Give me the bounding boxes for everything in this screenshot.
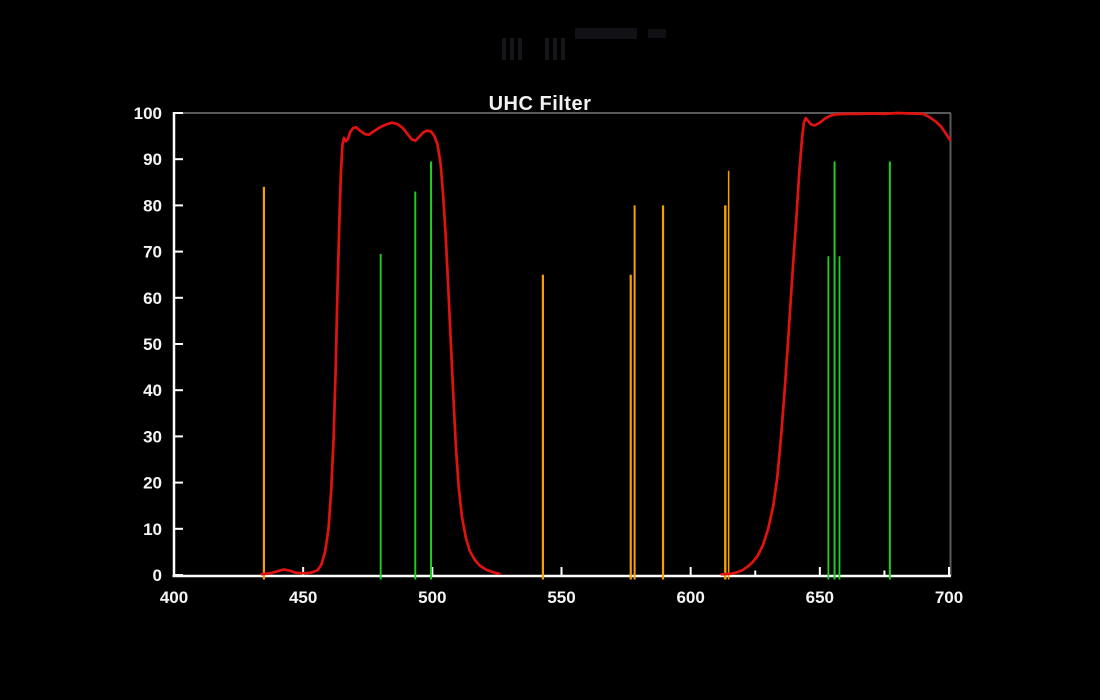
- y-tick-label: 90: [143, 150, 162, 169]
- ghost-bar: [510, 38, 514, 60]
- x-tick-label: 500: [418, 588, 446, 607]
- x-axis-ticks: [173, 567, 950, 576]
- ghost-smudge: [648, 29, 666, 38]
- ghost-bar: [518, 38, 522, 60]
- ghost-bar: [502, 38, 506, 60]
- y-axis-labels: 0 10 20 30 40 50 60 70 80 90 100: [134, 104, 162, 585]
- x-tick-label: 700: [935, 588, 963, 607]
- y-tick-label: 80: [143, 196, 162, 215]
- x-tick-label: 550: [547, 588, 575, 607]
- y-tick-label: 20: [143, 474, 162, 493]
- y-tick-label: 70: [143, 243, 162, 262]
- ghost-smudge: [575, 28, 637, 39]
- x-tick-label: 450: [289, 588, 317, 607]
- x-axis-labels: 400 450 500 550 600 650 700: [160, 588, 963, 607]
- emission-lines: [262, 161, 891, 580]
- x-tick-label: 400: [160, 588, 188, 607]
- transmission-curve-path: [720, 111, 952, 576]
- transmission-curve: [260, 111, 952, 576]
- ghost-bar: [545, 38, 549, 60]
- ghost-artifact: [502, 28, 666, 60]
- y-axis-ticks: [175, 112, 183, 576]
- ghost-bar: [561, 38, 565, 60]
- ghost-bar: [553, 38, 557, 60]
- transmission-curve-path: [260, 121, 501, 576]
- y-tick-label: 60: [143, 289, 162, 308]
- y-tick-label: 30: [143, 427, 162, 446]
- x-tick-label: 650: [806, 588, 834, 607]
- y-tick-label: 10: [143, 520, 162, 539]
- y-tick-label: 40: [143, 381, 162, 400]
- x-tick-label: 600: [676, 588, 704, 607]
- y-tick-label: 100: [134, 104, 162, 123]
- chart-title: UHC Filter: [489, 93, 592, 115]
- y-tick-label: 0: [153, 566, 162, 585]
- y-tick-label: 50: [143, 335, 162, 354]
